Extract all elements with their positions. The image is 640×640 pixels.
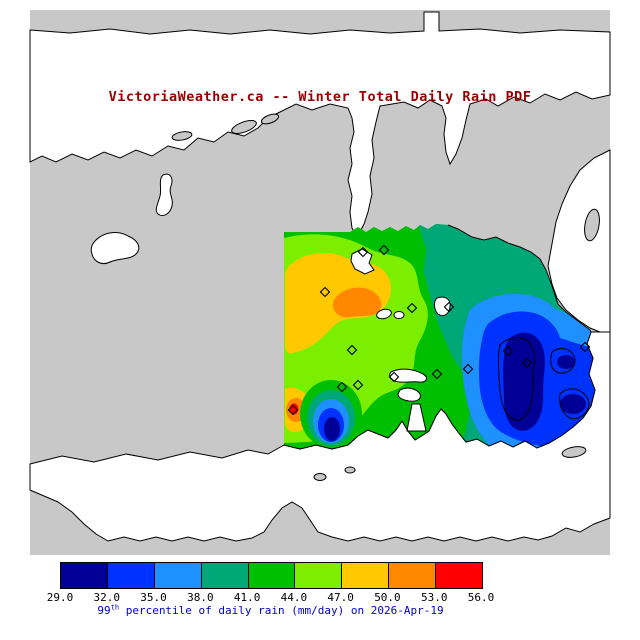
colorbar-tick: 56.0: [467, 591, 495, 604]
island-south-2: [344, 466, 356, 474]
colorbar-tick: 38.0: [187, 591, 214, 604]
lake-inlet-head: [350, 248, 375, 275]
colorbar-cell-1: [107, 563, 155, 588]
station-marker: [357, 246, 369, 258]
colorbar-tick: 29.0: [46, 591, 74, 604]
caption: 99th percentile of daily rain (mm/day) o…: [60, 604, 481, 617]
colorbar: [60, 562, 483, 589]
island-south-1: [313, 473, 327, 481]
lake-small-2: [393, 311, 405, 319]
colorbar-tick: 35.0: [140, 591, 167, 604]
colorbar-cell-4: [248, 563, 296, 588]
station-markers: [287, 244, 591, 416]
harbour-2: [397, 387, 421, 402]
island-coast-1: [497, 337, 536, 421]
colorbar-cell-7: [389, 563, 437, 588]
colorbar-cell-0: [61, 563, 108, 588]
colorbar-cell-8: [436, 563, 483, 588]
colorbar-tick: 44.0: [280, 591, 308, 604]
contour-orange-50-53: [333, 287, 382, 318]
colorbar-tick: 32.0: [93, 591, 121, 604]
colorbar-cell-5: [295, 563, 343, 588]
island-coast-3: [559, 388, 590, 420]
station-marker: [287, 404, 299, 416]
station-marker: [521, 357, 533, 369]
caption-superscript: th: [110, 603, 120, 612]
station-marker: [462, 363, 474, 375]
lake-west-1: [155, 173, 173, 217]
island-south-3: [561, 446, 587, 458]
colorbar-tick: 47.0: [327, 591, 354, 604]
colorbar-cell-6: [342, 563, 390, 588]
contour-field: [284, 224, 595, 449]
contour-navy-east-2: [560, 394, 586, 414]
island-east: [584, 208, 600, 242]
east-strait: [547, 149, 611, 335]
lake-west-2: [90, 232, 140, 265]
station-marker: [319, 286, 331, 298]
island-north-2: [260, 113, 280, 125]
caption-rest: percentile of daily rain (mm/day) on 202…: [119, 604, 444, 617]
plot-title: VictoriaWeather.ca -- Winter Total Daily…: [108, 89, 532, 105]
colorbar-ticks: 29.0 32.0 35.0 38.0 41.0 44.0 47.0 50.0 53.0 56.0: [47, 591, 495, 605]
station-marker: [352, 379, 364, 391]
station-marker: [388, 371, 400, 383]
caption-value: 99: [97, 604, 111, 617]
colorbar-cell-2: [154, 563, 202, 588]
station-marker: [579, 341, 591, 353]
colorbar-cell-3: [201, 563, 249, 588]
colorbar-tick: 50.0: [374, 591, 401, 604]
station-marker: [336, 381, 348, 393]
station-marker: [406, 302, 418, 314]
colorbar-tick: 41.0: [233, 591, 261, 604]
island-north-3: [171, 131, 193, 141]
station-marker: [443, 301, 455, 313]
lake-small-1: [376, 308, 392, 320]
station-marker: [378, 244, 390, 256]
north-water: [29, 11, 611, 237]
station-marker: [502, 345, 514, 357]
ring-navy: [324, 417, 340, 441]
station-marker: [346, 344, 358, 356]
contour-navy-east-1: [557, 355, 575, 369]
lake-small-3: [434, 296, 451, 317]
colorbar-tick: 53.0: [420, 591, 448, 604]
island-coast-2: [550, 348, 576, 374]
island-north-1: [231, 120, 257, 134]
harbour-channel: [406, 403, 427, 432]
coastline-south: [283, 224, 596, 450]
station-marker: [431, 368, 443, 380]
